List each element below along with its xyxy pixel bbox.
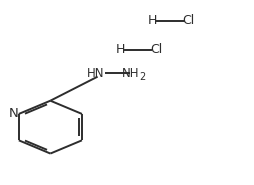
Text: N: N	[8, 107, 18, 120]
Text: H: H	[147, 14, 157, 27]
Text: Cl: Cl	[150, 43, 162, 56]
Text: NH: NH	[122, 67, 139, 80]
Text: 2: 2	[140, 72, 146, 82]
Text: H: H	[116, 43, 125, 56]
Text: Cl: Cl	[182, 14, 195, 27]
Text: HN: HN	[87, 67, 104, 80]
